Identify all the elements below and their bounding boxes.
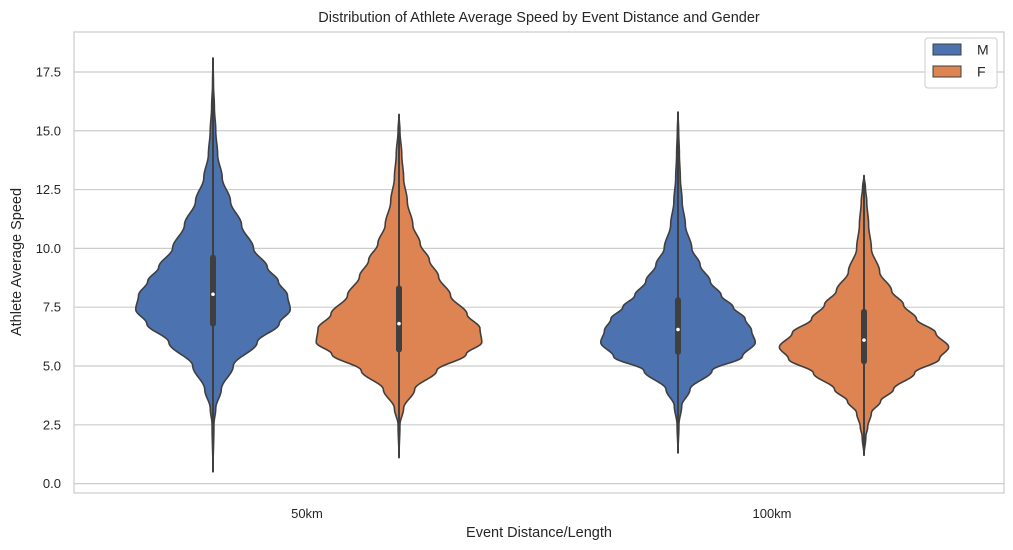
- violin-median-dot: [397, 321, 401, 326]
- x-tick-label: 50km: [291, 506, 323, 521]
- y-tick-labels: 0.0 2.5 5.0 7.5 10.0 12.5 15.0 17.5: [36, 64, 61, 491]
- violin-median-dot: [862, 338, 866, 342]
- y-tick-label: 15.0: [36, 123, 61, 138]
- legend: MF: [924, 37, 998, 89]
- violin-M-100km: [599, 111, 757, 454]
- plot-frame: [73, 31, 1005, 494]
- x-tick-labels: 50km 100km: [291, 506, 791, 521]
- violin-layer: [134, 57, 950, 473]
- chart-title: Distribution of Athlete Average Speed by…: [318, 10, 760, 26]
- y-tick-label: 10.0: [36, 241, 61, 256]
- y-tick-label: 2.5: [43, 417, 61, 432]
- violin-median-dot: [211, 292, 215, 297]
- y-tick-label: 0.0: [43, 476, 61, 491]
- y-tick-label: 12.5: [36, 182, 61, 197]
- y-tick-label: 5.0: [43, 358, 61, 373]
- legend-swatch-M: [932, 43, 962, 56]
- legend-swatch-F: [932, 65, 962, 78]
- x-axis-label: Event Distance/Length: [466, 525, 612, 541]
- violin-F-100km: [778, 174, 950, 457]
- x-tick-label: 100km: [752, 506, 791, 521]
- violin-M-50km: [134, 57, 292, 473]
- y-axis-label: Athlete Average Speed: [9, 188, 25, 336]
- y-tick-label: 7.5: [43, 300, 61, 315]
- violin-median-dot: [676, 327, 680, 332]
- legend-label-F: F: [977, 64, 986, 80]
- y-tick-label: 17.5: [36, 64, 61, 79]
- legend-label-M: M: [977, 42, 989, 58]
- violin-F-50km: [315, 113, 483, 459]
